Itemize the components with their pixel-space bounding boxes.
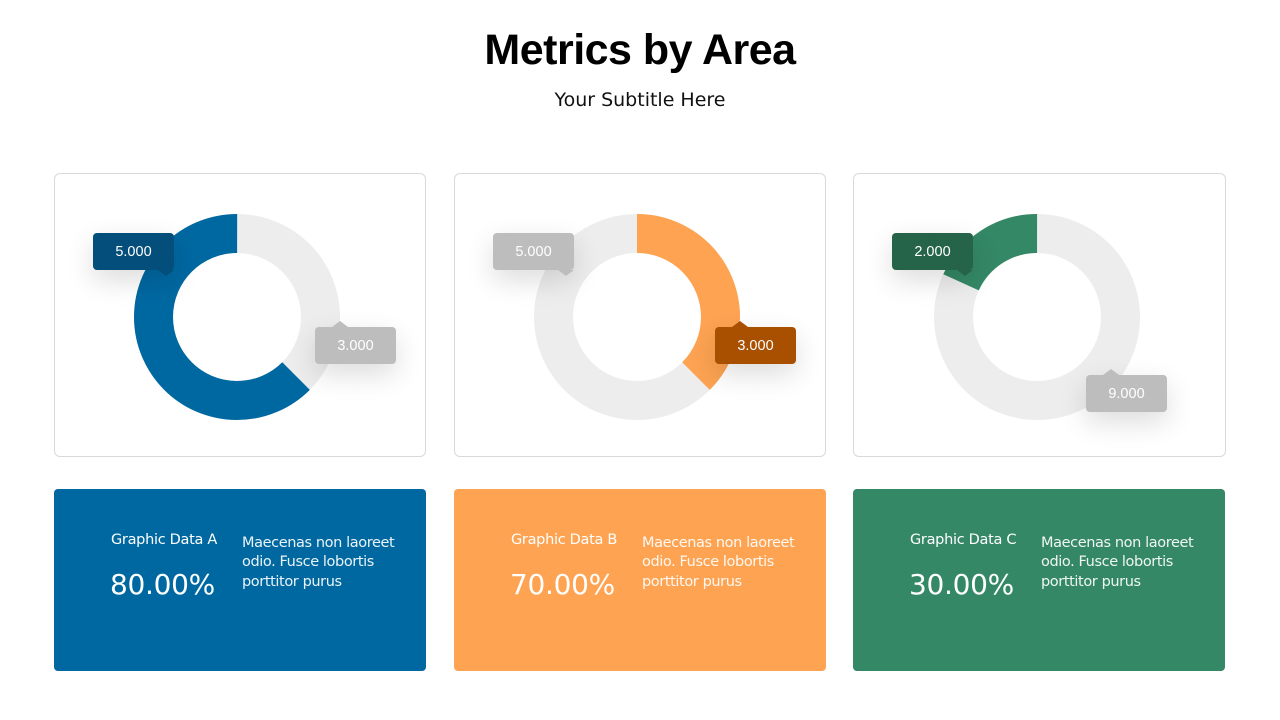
- data-label-highlight: 5.000: [93, 233, 174, 276]
- info-card-c: Graphic Data C 30.00% Maecenas non laore…: [853, 489, 1225, 671]
- card-percent: 30.00%: [909, 568, 1014, 601]
- data-label-highlight: 3.000: [715, 321, 796, 364]
- card-name: Graphic Data B: [511, 532, 618, 548]
- donut-segment-highlight[interactable]: [119, 199, 355, 435]
- page-subtitle: Your Subtitle Here: [554, 89, 726, 111]
- card-percent: 70.00%: [510, 568, 615, 601]
- card-name: Graphic Data A: [111, 532, 218, 548]
- data-label-rest: 9.000: [1086, 369, 1167, 412]
- card-description: Maecenas non laoreet odio. Fusce loborti…: [642, 535, 795, 590]
- info-card-b: Graphic Data B 70.00% Maecenas non laore…: [454, 489, 826, 671]
- chart-card-c: 2.000 9.000: [853, 173, 1226, 457]
- card-name: Graphic Data C: [910, 532, 1017, 548]
- data-label-rest: 5.000: [493, 233, 574, 276]
- data-label-rest: 3.000: [315, 321, 396, 364]
- donut-segment-highlight[interactable]: [926, 206, 1147, 427]
- card-description: Maecenas non laoreet odio. Fusce loborti…: [1041, 535, 1194, 590]
- card-percent: 80.00%: [110, 568, 215, 601]
- data-label-highlight: 2.000: [892, 233, 973, 276]
- chart-card-a: 5.000 3.000: [54, 173, 426, 457]
- donut-chart-c: [926, 206, 1147, 427]
- info-card-a: Graphic Data A 80.00% Maecenas non laore…: [54, 489, 426, 671]
- donut-segment-highlight[interactable]: [534, 214, 740, 420]
- donut-chart-b: [534, 214, 740, 420]
- donut-chart-a: [119, 199, 355, 435]
- chart-card-b: 5.000 3.000: [454, 173, 826, 457]
- page-title: Metrics by Area: [484, 26, 796, 74]
- card-description: Maecenas non laoreet odio. Fusce loborti…: [242, 535, 395, 590]
